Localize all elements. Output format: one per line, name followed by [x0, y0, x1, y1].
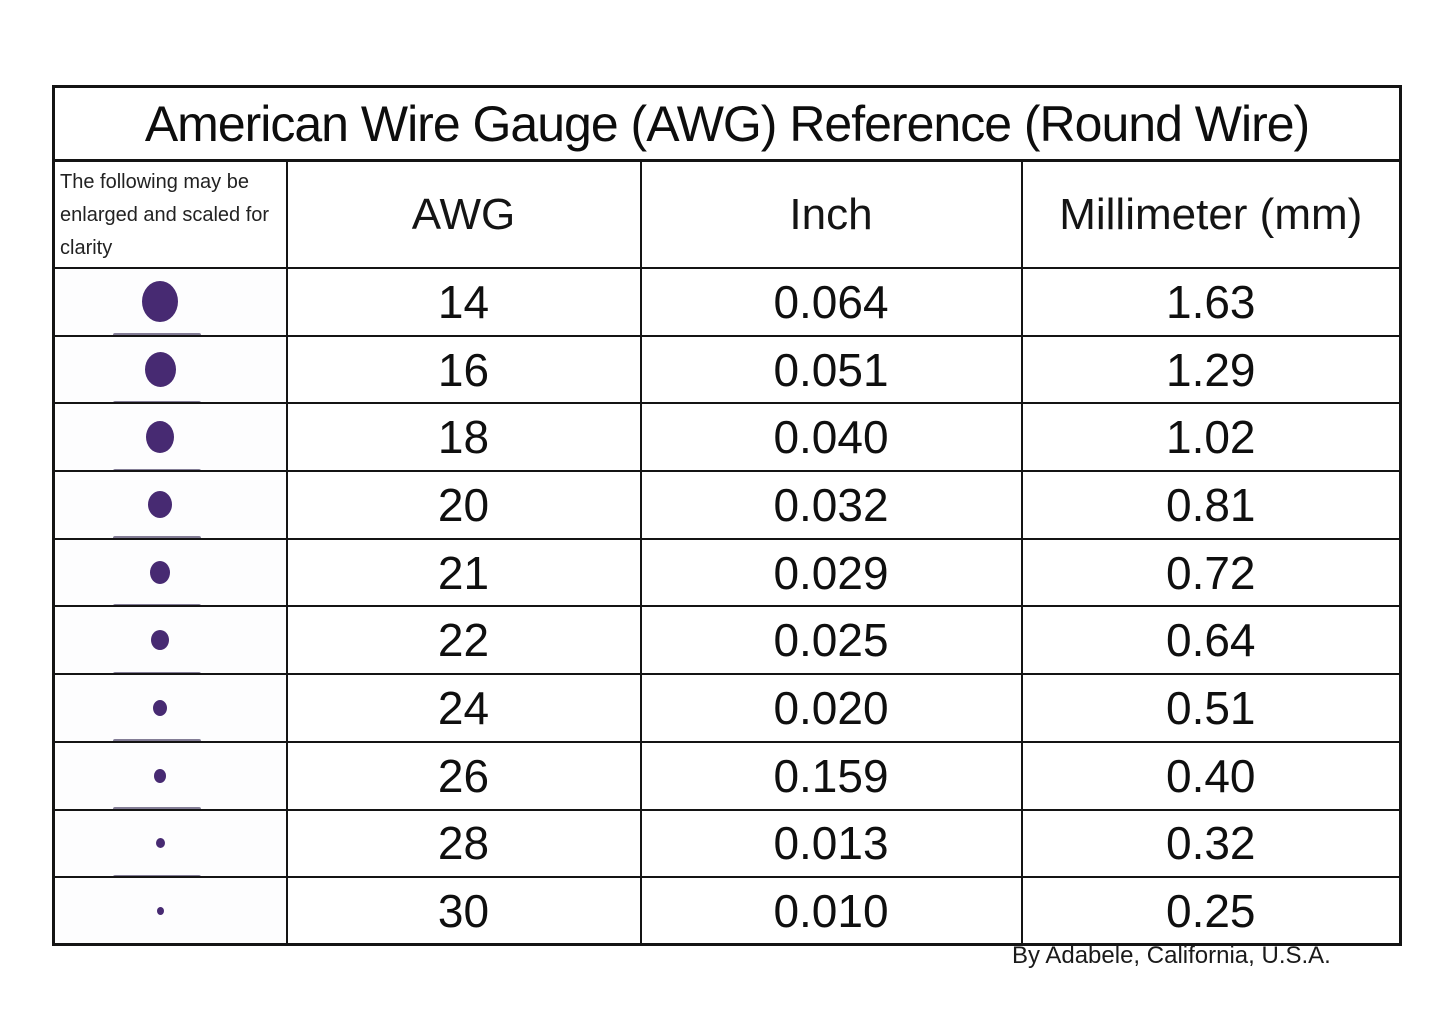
inch-value: 0.032 [639, 470, 1023, 540]
table-row: 30 0.010 0.25 [52, 876, 1402, 946]
wire-gauge-dot [146, 421, 175, 454]
mm-value: 0.64 [1020, 605, 1402, 676]
wire-gauge-dot [155, 838, 165, 849]
awg-value: 22 [285, 605, 642, 676]
table-row: 14 0.064 1.63 [52, 267, 1402, 337]
inch-value: 0.159 [639, 740, 1023, 811]
column-header-awg: AWG [285, 159, 642, 269]
wire-dot-cell [52, 537, 288, 608]
column-header-inch: Inch [639, 159, 1023, 269]
mm-value: 0.32 [1020, 808, 1402, 879]
wire-dot-cell [52, 808, 288, 879]
awg-value: 28 [285, 808, 642, 879]
inch-value: 0.013 [639, 808, 1023, 879]
wire-gauge-dot [156, 906, 164, 915]
awg-value: 20 [285, 470, 642, 540]
awg-value: 24 [285, 673, 642, 743]
table-row: 26 0.159 0.40 [52, 740, 1402, 811]
table-title: American Wire Gauge (AWG) Reference (Rou… [52, 85, 1402, 162]
dot-underline [113, 739, 201, 740]
inch-value: 0.020 [639, 673, 1023, 743]
awg-reference-table: American Wire Gauge (AWG) Reference (Rou… [52, 85, 1403, 947]
mm-value: 0.40 [1020, 740, 1402, 811]
awg-value: 26 [285, 740, 642, 811]
table-row: 16 0.051 1.29 [52, 334, 1402, 405]
awg-value: 21 [285, 537, 642, 608]
wire-dot-cell [52, 740, 288, 811]
mm-value: 0.25 [1020, 876, 1402, 946]
awg-value: 18 [285, 402, 642, 473]
mm-value: 1.02 [1020, 402, 1402, 473]
table-row: 22 0.025 0.64 [52, 605, 1402, 676]
wire-gauge-dot [154, 768, 167, 783]
awg-value: 14 [285, 267, 642, 337]
wire-dot-cell [52, 470, 288, 540]
wire-gauge-dot [148, 491, 173, 519]
mm-value: 1.63 [1020, 267, 1402, 337]
table-header-row: The following may be enlarged and scaled… [52, 159, 1402, 269]
dot-underline [113, 536, 201, 537]
wire-gauge-dot [151, 630, 170, 651]
wire-dot-cell [52, 605, 288, 676]
table-row: 28 0.013 0.32 [52, 808, 1402, 879]
wire-dot-cell [52, 267, 288, 337]
scaling-note: The following may be enlarged and scaled… [52, 159, 288, 269]
table-row: 24 0.020 0.51 [52, 673, 1402, 743]
wire-dot-cell [52, 402, 288, 473]
mm-value: 1.29 [1020, 334, 1402, 405]
awg-value: 16 [285, 334, 642, 405]
attribution-caption: By Adabele, California, U.S.A. [1012, 942, 1331, 969]
dot-underline [113, 807, 201, 808]
dot-underline [113, 400, 201, 402]
inch-value: 0.064 [639, 267, 1023, 337]
inch-value: 0.010 [639, 876, 1023, 946]
awg-value: 30 [285, 876, 642, 946]
wire-gauge-dot [150, 561, 171, 585]
table-row: 20 0.032 0.81 [52, 470, 1402, 540]
inch-value: 0.029 [639, 537, 1023, 608]
dot-underline [113, 874, 201, 876]
wire-gauge-dot [153, 699, 168, 716]
mm-value: 0.51 [1020, 673, 1402, 743]
wire-dot-cell [52, 334, 288, 405]
table-row: 18 0.040 1.02 [52, 402, 1402, 473]
dot-underline [113, 603, 201, 605]
table-row: 21 0.029 0.72 [52, 537, 1402, 608]
inch-value: 0.040 [639, 402, 1023, 473]
dot-underline [113, 671, 201, 673]
table-title-row: American Wire Gauge (AWG) Reference (Rou… [52, 85, 1402, 162]
dot-underline [113, 468, 201, 470]
wire-gauge-dot [144, 352, 176, 388]
awg-reference-table-container: American Wire Gauge (AWG) Reference (Rou… [52, 85, 1403, 947]
column-header-millimeter: Millimeter (mm) [1020, 159, 1402, 269]
inch-value: 0.025 [639, 605, 1023, 676]
wire-gauge-dot [142, 281, 179, 323]
dot-underline [113, 333, 201, 334]
mm-value: 0.81 [1020, 470, 1402, 540]
wire-dot-cell [52, 876, 288, 946]
wire-dot-cell [52, 673, 288, 743]
mm-value: 0.72 [1020, 537, 1402, 608]
inch-value: 0.051 [639, 334, 1023, 405]
